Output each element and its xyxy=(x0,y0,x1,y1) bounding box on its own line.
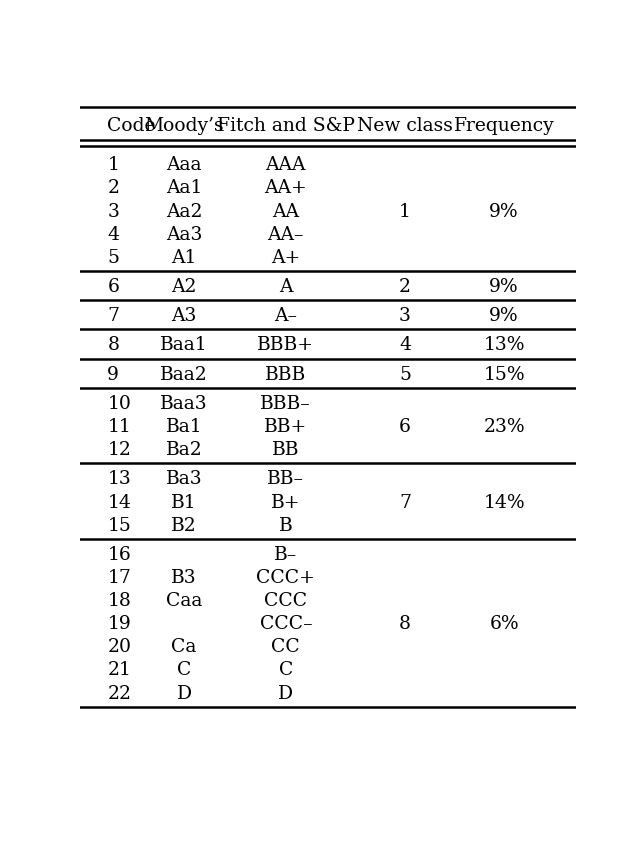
Text: A–: A– xyxy=(275,307,298,325)
Text: D: D xyxy=(278,684,293,701)
Text: 7: 7 xyxy=(399,493,411,511)
Text: Frequency: Frequency xyxy=(454,117,554,135)
Text: 4: 4 xyxy=(399,336,411,354)
Text: 8: 8 xyxy=(399,614,411,632)
Text: Ba1: Ba1 xyxy=(166,418,202,436)
Text: D: D xyxy=(177,684,192,701)
Text: AA: AA xyxy=(273,203,300,220)
Text: AA–: AA– xyxy=(268,225,304,243)
Text: 9: 9 xyxy=(108,365,119,383)
Text: 8: 8 xyxy=(108,336,119,354)
Text: 21: 21 xyxy=(108,661,131,679)
Text: BBB+: BBB+ xyxy=(257,336,314,354)
Text: B+: B+ xyxy=(271,493,301,511)
Text: C: C xyxy=(278,661,293,679)
Text: Fitch and S&P: Fitch and S&P xyxy=(217,117,355,135)
Text: 22: 22 xyxy=(108,684,131,701)
Text: Aaa: Aaa xyxy=(166,156,202,174)
Text: 15%: 15% xyxy=(483,365,525,383)
Text: 6%: 6% xyxy=(489,614,519,632)
Text: C: C xyxy=(177,661,191,679)
Text: B–: B– xyxy=(274,545,298,563)
Text: AAA: AAA xyxy=(266,156,306,174)
Text: 6: 6 xyxy=(108,278,119,295)
Text: 14%: 14% xyxy=(483,493,525,511)
Text: Aa1: Aa1 xyxy=(166,179,202,197)
Text: 9%: 9% xyxy=(489,307,519,325)
Text: 7: 7 xyxy=(108,307,119,325)
Text: 20: 20 xyxy=(108,637,131,656)
Text: 1: 1 xyxy=(108,156,119,174)
Text: 9%: 9% xyxy=(489,278,519,295)
Text: 16: 16 xyxy=(108,545,131,563)
Text: Ba3: Ba3 xyxy=(166,470,202,488)
Text: New class: New class xyxy=(357,117,453,135)
Text: 2: 2 xyxy=(399,278,411,295)
Text: BB: BB xyxy=(272,441,300,458)
Text: Baa1: Baa1 xyxy=(161,336,208,354)
Text: B2: B2 xyxy=(172,516,197,534)
Text: Code: Code xyxy=(108,117,156,135)
Text: Ca: Ca xyxy=(172,637,197,656)
Text: BBB–: BBB– xyxy=(260,394,311,413)
Text: A1: A1 xyxy=(172,248,197,267)
Text: Baa2: Baa2 xyxy=(160,365,208,383)
Text: AA+: AA+ xyxy=(264,179,307,197)
Text: A: A xyxy=(279,278,292,295)
Text: 5: 5 xyxy=(399,365,411,383)
Text: CCC+: CCC+ xyxy=(257,568,316,587)
Text: Moody’s: Moody’s xyxy=(145,117,224,135)
Text: 3: 3 xyxy=(399,307,411,325)
Text: 9%: 9% xyxy=(489,203,519,220)
Text: B1: B1 xyxy=(172,493,197,511)
Text: Baa3: Baa3 xyxy=(161,394,208,413)
Text: 3: 3 xyxy=(108,203,119,220)
Text: 1: 1 xyxy=(399,203,411,220)
Text: A2: A2 xyxy=(172,278,197,295)
Text: 6: 6 xyxy=(399,418,411,436)
Text: 11: 11 xyxy=(108,418,131,436)
Text: CCC: CCC xyxy=(264,592,307,609)
Text: 13%: 13% xyxy=(483,336,525,354)
Text: BBB: BBB xyxy=(265,365,307,383)
Text: Aa2: Aa2 xyxy=(166,203,202,220)
Text: BB–: BB– xyxy=(268,470,305,488)
Text: Ba2: Ba2 xyxy=(166,441,202,458)
Text: 5: 5 xyxy=(108,248,119,267)
Text: 14: 14 xyxy=(108,493,131,511)
Text: 15: 15 xyxy=(108,516,131,534)
Text: CCC–: CCC– xyxy=(260,614,312,632)
Text: 18: 18 xyxy=(108,592,131,609)
Text: 13: 13 xyxy=(108,470,131,488)
Text: A3: A3 xyxy=(172,307,197,325)
Text: B: B xyxy=(279,516,292,534)
Text: CC: CC xyxy=(271,637,300,656)
Text: 17: 17 xyxy=(108,568,131,587)
Text: 4: 4 xyxy=(108,225,119,243)
Text: 12: 12 xyxy=(108,441,131,458)
Text: A+: A+ xyxy=(271,248,300,267)
Text: Caa: Caa xyxy=(166,592,202,609)
Text: BB+: BB+ xyxy=(264,418,307,436)
Text: B3: B3 xyxy=(172,568,197,587)
Text: 2: 2 xyxy=(108,179,119,197)
Text: 19: 19 xyxy=(108,614,131,632)
Text: 10: 10 xyxy=(108,394,131,413)
Text: 23%: 23% xyxy=(483,418,525,436)
Text: Aa3: Aa3 xyxy=(166,225,202,243)
